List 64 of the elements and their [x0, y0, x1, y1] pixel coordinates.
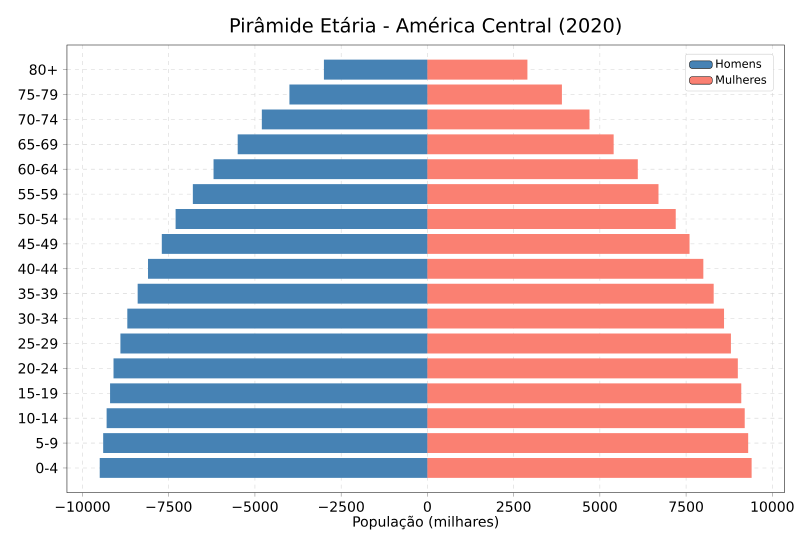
- bar: [103, 433, 428, 454]
- y-tick-label: 5-9: [36, 438, 58, 449]
- y-tick-label: 55-59: [18, 189, 58, 200]
- bar: [427, 184, 658, 204]
- bar: [106, 408, 428, 428]
- y-tick-label: 50-54: [18, 214, 58, 224]
- bar: [427, 308, 724, 329]
- bar: [138, 284, 428, 304]
- bar: [427, 358, 738, 379]
- bar: [427, 458, 752, 478]
- bar: [427, 209, 676, 230]
- x-tick-label: 7500: [669, 502, 703, 512]
- legend-label: Mulheres: [716, 75, 766, 84]
- bar: [262, 110, 428, 130]
- y-tick-label: 0-4: [36, 462, 58, 474]
- bar: [238, 134, 428, 154]
- bar: [324, 60, 428, 80]
- bar: [427, 334, 731, 354]
- x-axis-title: População (milhares): [354, 516, 498, 530]
- bar: [427, 384, 742, 404]
- bar: [289, 84, 428, 105]
- bar: [176, 209, 428, 230]
- x-tick-label: −7500: [146, 502, 192, 512]
- bar: [162, 234, 428, 254]
- x-tick-label: −10000: [56, 502, 110, 512]
- y-tick-label: 25-29: [18, 338, 58, 349]
- y-tick-label: 10-14: [19, 413, 58, 424]
- y-tick-label: 20-24: [18, 363, 58, 374]
- bar: [427, 433, 748, 454]
- x-tick-label: −2500: [318, 502, 364, 512]
- chart-title: Pirâmide Etária - América Central (2020): [230, 17, 621, 36]
- x-tick-label: 5000: [583, 502, 617, 512]
- bar: [427, 259, 704, 279]
- y-tick-label: 45-49: [18, 238, 58, 250]
- bar: [427, 60, 528, 80]
- bar: [427, 408, 745, 428]
- bar: [214, 159, 428, 180]
- x-tick-label: −5000: [232, 502, 278, 512]
- y-tick-label: 30-34: [18, 314, 58, 324]
- bar: [127, 308, 428, 329]
- y-tick-label: 60-64: [18, 164, 58, 175]
- bar: [120, 334, 428, 354]
- y-tick-label: 70-74: [18, 114, 58, 125]
- y-tick-label: 35-39: [18, 288, 58, 300]
- bar: [110, 384, 428, 404]
- x-tick-label: 0: [424, 502, 431, 512]
- y-tick-label: 40-44: [18, 264, 58, 274]
- bar: [427, 234, 690, 254]
- y-tick-label: 75-79: [18, 89, 58, 100]
- bar: [427, 134, 614, 154]
- y-tick-label: 15-19: [19, 388, 58, 399]
- legend-label: Homens: [716, 60, 762, 68]
- bar: [427, 159, 638, 180]
- bar: [100, 458, 428, 478]
- y-tick-label: 80+: [30, 64, 57, 76]
- x-tick-label: 10000: [752, 502, 794, 512]
- bar: [427, 110, 590, 130]
- x-tick-label: 2500: [496, 502, 530, 512]
- bar: [192, 184, 428, 204]
- bar: [148, 259, 428, 279]
- bar: [427, 84, 562, 105]
- y-tick-label: 65-69: [18, 139, 58, 150]
- bar: [114, 358, 428, 379]
- bar: [427, 284, 714, 304]
